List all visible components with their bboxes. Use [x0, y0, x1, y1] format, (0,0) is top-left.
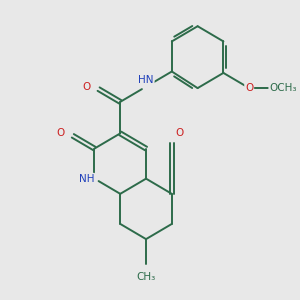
Text: O: O	[56, 128, 65, 138]
Text: HN: HN	[138, 75, 154, 85]
Text: O: O	[176, 128, 184, 138]
Text: O: O	[245, 83, 253, 93]
Text: CH₃: CH₃	[136, 272, 156, 282]
Text: O: O	[82, 82, 91, 92]
Text: NH: NH	[79, 174, 94, 184]
Text: OCH₃: OCH₃	[269, 83, 297, 93]
